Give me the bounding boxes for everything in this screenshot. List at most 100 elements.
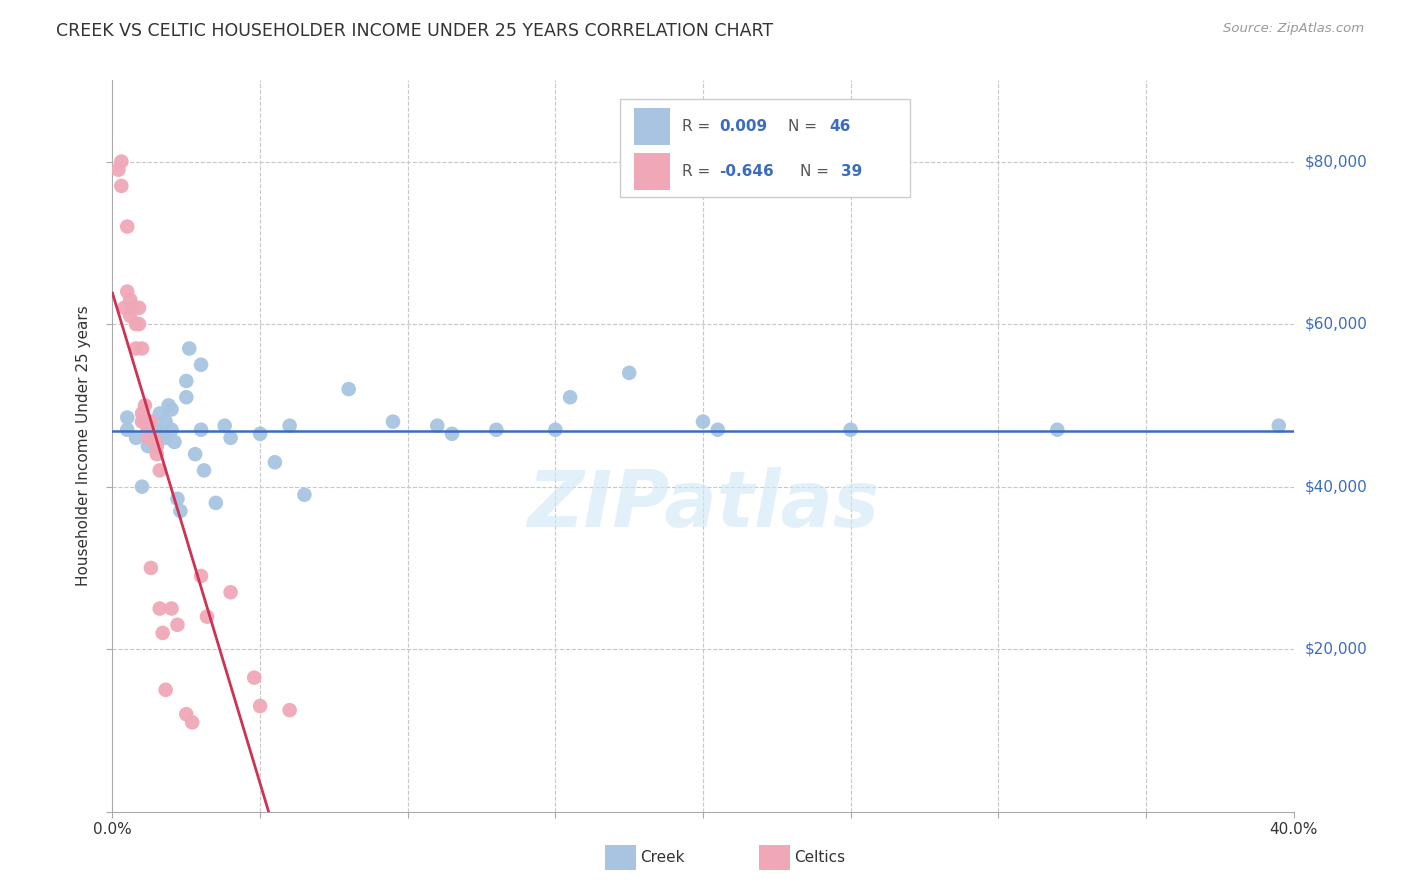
- Point: [181, 715, 204, 730]
- Point: [155, 682, 177, 697]
- Point: [174, 390, 197, 404]
- Text: $80,000: $80,000: [1305, 154, 1368, 169]
- Point: [146, 439, 169, 453]
- Point: [120, 293, 142, 307]
- Point: [1046, 423, 1069, 437]
- Point: [125, 431, 148, 445]
- Point: [692, 415, 714, 429]
- Point: [152, 626, 174, 640]
- Point: [278, 418, 301, 433]
- Point: [146, 447, 169, 461]
- Text: Source: ZipAtlas.com: Source: ZipAtlas.com: [1223, 22, 1364, 36]
- Point: [706, 423, 728, 437]
- Point: [110, 154, 132, 169]
- Point: [146, 423, 169, 437]
- Point: [179, 342, 201, 356]
- Text: 46: 46: [830, 119, 851, 134]
- Point: [120, 309, 142, 323]
- FancyBboxPatch shape: [620, 99, 910, 197]
- Point: [160, 601, 183, 615]
- Point: [142, 431, 165, 445]
- Text: 39: 39: [841, 164, 862, 179]
- Point: [128, 317, 150, 331]
- Text: ZIPatlas: ZIPatlas: [527, 467, 879, 542]
- Point: [219, 585, 242, 599]
- Point: [163, 434, 186, 449]
- Point: [160, 423, 183, 437]
- FancyBboxPatch shape: [634, 108, 669, 145]
- Point: [195, 609, 218, 624]
- Point: [122, 301, 145, 315]
- Point: [382, 415, 405, 429]
- Text: -0.646: -0.646: [720, 164, 775, 179]
- Point: [166, 491, 188, 506]
- Point: [110, 178, 132, 193]
- Point: [117, 423, 138, 437]
- FancyBboxPatch shape: [634, 153, 669, 190]
- Point: [441, 426, 464, 441]
- Point: [264, 455, 287, 469]
- Point: [169, 504, 191, 518]
- Point: [337, 382, 360, 396]
- Point: [131, 415, 153, 429]
- Point: [155, 431, 177, 445]
- Text: CREEK VS CELTIC HOUSEHOLDER INCOME UNDER 25 YEARS CORRELATION CHART: CREEK VS CELTIC HOUSEHOLDER INCOME UNDER…: [56, 22, 773, 40]
- Point: [184, 447, 207, 461]
- Text: $60,000: $60,000: [1305, 317, 1368, 332]
- Point: [193, 463, 215, 477]
- Text: R =: R =: [682, 164, 714, 179]
- Point: [107, 162, 129, 177]
- Point: [190, 569, 212, 583]
- Point: [149, 463, 172, 477]
- Point: [426, 418, 449, 433]
- Point: [134, 398, 156, 412]
- Point: [149, 407, 172, 421]
- Text: R =: R =: [682, 119, 714, 134]
- Point: [136, 431, 159, 445]
- Point: [117, 410, 138, 425]
- Point: [139, 561, 162, 575]
- Point: [166, 617, 188, 632]
- Point: [128, 301, 150, 315]
- Point: [136, 423, 159, 437]
- Point: [136, 423, 159, 437]
- Point: [146, 439, 169, 453]
- Point: [152, 426, 174, 441]
- Point: [117, 219, 138, 234]
- Point: [134, 415, 156, 429]
- Point: [839, 423, 862, 437]
- Point: [249, 699, 271, 714]
- Point: [1268, 418, 1291, 433]
- Point: [214, 418, 236, 433]
- Point: [125, 342, 148, 356]
- Text: $40,000: $40,000: [1305, 479, 1368, 494]
- Point: [174, 707, 197, 722]
- Text: N =: N =: [800, 164, 834, 179]
- Text: Creek: Creek: [640, 850, 685, 864]
- Point: [125, 317, 148, 331]
- Point: [190, 423, 212, 437]
- Point: [131, 480, 153, 494]
- Point: [190, 358, 212, 372]
- Point: [278, 703, 301, 717]
- Point: [205, 496, 228, 510]
- Point: [136, 439, 159, 453]
- Point: [292, 488, 315, 502]
- Point: [619, 366, 641, 380]
- Point: [544, 423, 567, 437]
- Point: [219, 431, 242, 445]
- Point: [155, 415, 177, 429]
- Point: [485, 423, 508, 437]
- Text: N =: N =: [787, 119, 823, 134]
- Point: [139, 415, 162, 429]
- Point: [131, 407, 153, 421]
- Point: [558, 390, 582, 404]
- Point: [174, 374, 197, 388]
- Point: [139, 415, 162, 429]
- Point: [243, 671, 266, 685]
- Point: [249, 426, 271, 441]
- Point: [157, 398, 180, 412]
- Point: [160, 402, 183, 417]
- Point: [131, 342, 153, 356]
- Text: 0.009: 0.009: [720, 119, 768, 134]
